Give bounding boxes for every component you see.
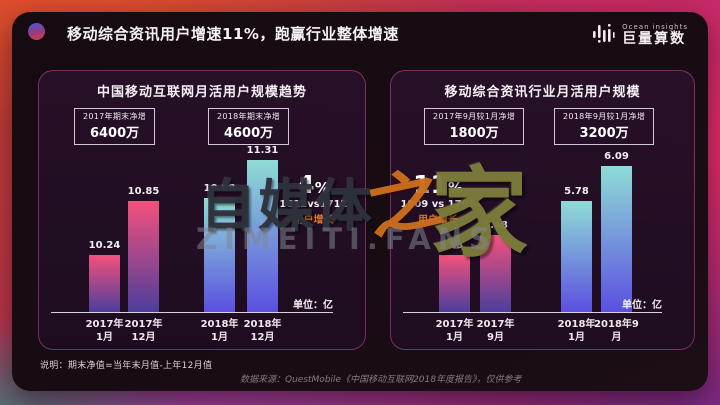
badge-value: 3200万: [579, 126, 629, 141]
x-axis-tick-label: 2018年 12月: [243, 319, 282, 343]
logo-tagline: Ocean insights: [622, 23, 688, 32]
left-unit-label: 单位：亿: [293, 300, 333, 311]
data-source: 数据来源：QuestMobile《中国移动互联网2018年度报告》，仅供参考: [240, 375, 522, 385]
left-growth-annotation: 4% 1812vs1712 用户增长: [261, 172, 366, 226]
bar-value-label: 10.85: [127, 186, 160, 197]
compare-periods: 1812vs1712: [279, 199, 348, 210]
bar-1: [89, 255, 120, 312]
bar-4: [247, 160, 278, 312]
page-title: 移动综合资讯用户增速11%，跑赢行业整体增速: [67, 25, 399, 43]
growth-label: 用户增长: [418, 215, 458, 226]
bar-4: [601, 166, 632, 312]
badge-value: 6400万: [89, 126, 140, 141]
bar-value-label: 5.78: [564, 186, 589, 197]
badge-2018-net-increase: 2018年期末净增 4600万: [208, 108, 290, 145]
equalizer-bars-icon: [592, 22, 615, 49]
badge-label: 2018年期末净增: [217, 112, 281, 121]
slide-card: 移动综合资讯用户增速11%，跑赢行业整体增速 Ocean insights 巨量…: [12, 12, 708, 391]
badge-label: 2017年期末净增: [83, 112, 147, 121]
right-chart-title: 移动综合资讯行业月活用户规模: [444, 85, 641, 100]
bar-value-label: 10.88: [203, 183, 236, 194]
bar-value-label: 6.09: [604, 151, 629, 162]
bar-1: [439, 255, 470, 312]
bar-2: [128, 201, 159, 312]
badge-label: 2018年9月较1月净增: [563, 112, 646, 121]
bar-3: [204, 198, 235, 312]
bar-value-label: 10.24: [88, 240, 121, 251]
left-chart-title: 中国移动互联网月活用户规模趋势: [96, 85, 307, 100]
title-bullet-dot: [28, 23, 45, 40]
growth-label: 用户增长: [293, 215, 334, 226]
x-axis-tick-label: 2018年 1月: [557, 319, 596, 343]
logo-name: 巨量算数: [622, 31, 687, 48]
badge-2017-sep-net-increase: 2017年9月较1月净增 1800万: [424, 108, 525, 145]
bar-value-label: 5.3: [445, 240, 464, 251]
right-x-axis-line: [403, 312, 662, 313]
badge-2018-sep-net-increase: 2018年9月较1月净增 3200万: [554, 108, 655, 145]
badge-label: 2017年9月较1月净增: [433, 112, 516, 121]
left-bar-chart: 10.24 2017年 1月 10.85 2017年 12月 10.88 2018年 1月…: [39, 71, 365, 349]
badge-value: 4600万: [223, 126, 274, 141]
growth-percent: 11: [413, 170, 448, 199]
footnote: 说明：期末净值=当年末月值-上年12月值: [40, 361, 213, 371]
percent-sign: %: [447, 179, 463, 197]
x-axis-tick-label: 2017年 9月: [476, 319, 515, 343]
left-x-axis-line: [51, 312, 333, 313]
bar-value-label: 11.31: [246, 145, 279, 156]
badge-value: 1800万: [449, 126, 499, 141]
brand-logo: Ocean insights 巨量算数: [592, 22, 688, 49]
x-axis-tick-label: 2018年 1月: [200, 319, 239, 343]
bar-3: [561, 201, 592, 312]
right-growth-annotation: 11% 1809 vs 1709 用户增长: [387, 172, 489, 226]
x-axis-tick-label: 2017年 1月: [85, 319, 124, 343]
panel-china-mobile-mau: 中国移动互联网月活用户规模趋势 2017年期末净增 6400万 2018年期末净…: [38, 70, 366, 350]
right-unit-label: 单位：亿: [622, 300, 662, 311]
badge-2017-net-increase: 2017年期末净增 6400万: [74, 108, 156, 145]
bar-2: [480, 235, 511, 312]
growth-percent: 4: [297, 170, 315, 199]
compare-periods: 1809 vs 1709: [400, 199, 476, 210]
x-axis-tick-label: 2018年9 月: [594, 319, 639, 343]
panel-info-industry-mau: 移动综合资讯行业月活用户规模 2017年9月较1月净增 1800万 2018年9…: [390, 70, 695, 350]
percent-sign: %: [314, 179, 330, 197]
bar-value-label: 5.48: [483, 220, 508, 231]
right-bar-chart: 5.3 2017年 1月 5.48 2017年 9月 5.78 2018年 1月 6.09 2…: [391, 71, 694, 349]
x-axis-tick-label: 2017年 12月: [124, 319, 163, 343]
x-axis-tick-label: 2017年 1月: [435, 319, 474, 343]
